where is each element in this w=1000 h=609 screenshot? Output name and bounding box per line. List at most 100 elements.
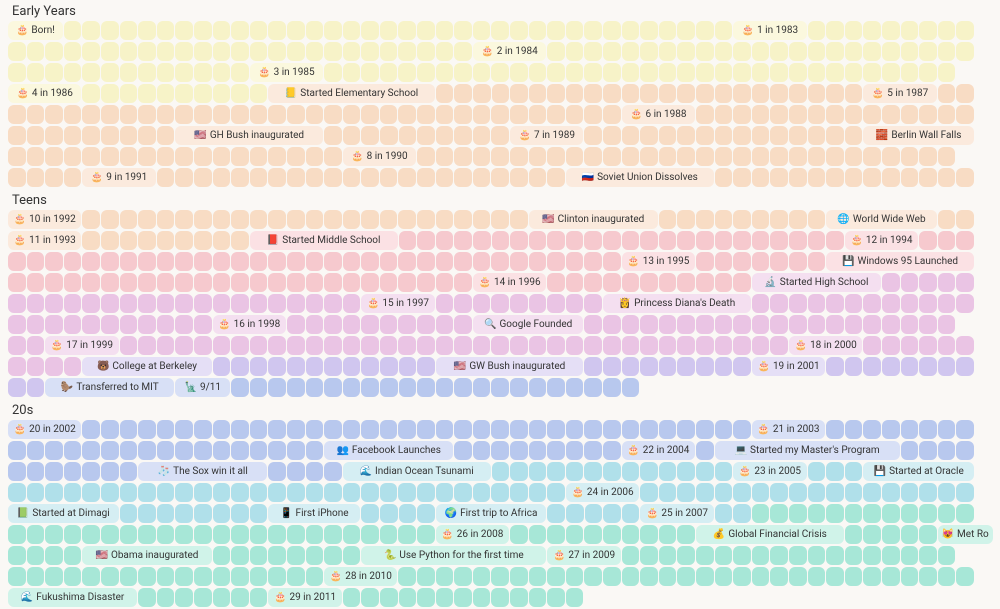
timeline-event[interactable]: 🔍Google Founded bbox=[473, 315, 584, 334]
timeline-event[interactable]: 🧱Berlin Wall Falls bbox=[863, 126, 974, 145]
week-cell bbox=[175, 231, 193, 250]
timeline-event[interactable]: 🎂22 in 2004 bbox=[622, 441, 695, 460]
week-cell bbox=[417, 588, 435, 607]
timeline-event[interactable]: 🎂8 in 1990 bbox=[343, 147, 416, 166]
week-cell bbox=[213, 588, 231, 607]
timeline-event[interactable]: 🎂26 in 2008 bbox=[436, 525, 509, 544]
week-cell bbox=[770, 63, 788, 82]
timeline-event[interactable]: 🗽9/11 bbox=[175, 378, 230, 397]
timeline-event[interactable]: 🎂16 in 1998 bbox=[213, 315, 286, 334]
timeline-event[interactable]: 🎂3 in 1985 bbox=[250, 63, 323, 82]
timeline-event[interactable]: 🎂10 in 1992 bbox=[8, 210, 81, 229]
timeline-event[interactable]: 🎂21 in 2003 bbox=[752, 420, 825, 439]
week-cell bbox=[101, 147, 119, 166]
timeline-event[interactable]: 🌊Indian Ocean Tsunami bbox=[343, 462, 491, 481]
timeline-event[interactable]: 📗Started at Dimagi bbox=[8, 504, 119, 523]
week-cell bbox=[380, 126, 398, 145]
timeline-event[interactable]: 🌐World Wide Web bbox=[826, 210, 937, 229]
timeline-event[interactable]: 🌊Fukushima Disaster bbox=[8, 588, 137, 607]
timeline-event[interactable]: 📒Started Elementary School bbox=[268, 84, 434, 103]
week-cell bbox=[808, 63, 826, 82]
week-cell bbox=[845, 294, 863, 313]
timeline-event[interactable]: 🎂27 in 2009 bbox=[547, 546, 620, 565]
week-cell bbox=[194, 273, 212, 292]
timeline-event[interactable]: 🇷🇺Soviet Union Dissolves bbox=[566, 168, 714, 187]
timeline-event[interactable]: 🎂9 in 1991 bbox=[82, 168, 155, 187]
week-cell bbox=[603, 105, 621, 124]
event-icon: 🎂 bbox=[519, 130, 531, 141]
timeline-event[interactable]: 🦫Transferred to MIT bbox=[45, 378, 174, 397]
week-cell bbox=[399, 378, 417, 397]
week-cell bbox=[138, 525, 156, 544]
timeline-event[interactable]: 🇺🇸GH Bush inaugurated bbox=[175, 126, 323, 145]
event-label: Started Middle School bbox=[282, 235, 380, 246]
timeline-event[interactable]: 📱First iPhone bbox=[268, 504, 360, 523]
timeline-event[interactable]: 🎂Born! bbox=[8, 21, 63, 40]
timeline-event[interactable]: 🎂24 in 2006 bbox=[566, 483, 639, 502]
timeline-event[interactable]: 🎂6 in 1988 bbox=[622, 105, 695, 124]
timeline-row: 🧦The Sox win it all 🌊Indian Ocean Tsunami… bbox=[0, 462, 1000, 482]
week-cell bbox=[863, 420, 881, 439]
timeline-event[interactable]: 🔬Started High School bbox=[752, 273, 881, 292]
week-cell bbox=[733, 231, 751, 250]
timeline-event[interactable]: 🎂29 in 2011 bbox=[268, 588, 341, 607]
timeline-event[interactable]: 👸Princess Diana's Death bbox=[603, 294, 751, 313]
week-cell bbox=[919, 63, 937, 82]
timeline-event[interactable]: 🎂5 in 1987 bbox=[863, 84, 936, 103]
week-cell bbox=[733, 63, 751, 82]
timeline-event[interactable]: 😻Met Ro bbox=[938, 525, 993, 544]
timeline-event[interactable]: 🇺🇸Clinton inaugurated bbox=[529, 210, 658, 229]
timeline-event[interactable]: 💻Started my Master's Program bbox=[715, 441, 900, 460]
week-cell bbox=[863, 147, 881, 166]
timeline-event[interactable]: 🎂7 in 1989 bbox=[510, 126, 583, 145]
week-cell bbox=[27, 483, 45, 502]
timeline-event[interactable]: 🎂14 in 1996 bbox=[473, 273, 546, 292]
timeline-event[interactable]: 🐻College at Berkeley bbox=[82, 357, 211, 376]
week-cell bbox=[882, 315, 900, 334]
week-cell bbox=[901, 336, 919, 355]
timeline-event[interactable]: 🎂28 in 2010 bbox=[324, 567, 397, 586]
timeline-event[interactable]: 🎂12 in 1994 bbox=[845, 231, 918, 250]
week-cell bbox=[473, 231, 491, 250]
week-cell bbox=[380, 336, 398, 355]
timeline-event[interactable]: 🇺🇸GW Bush inaugurated bbox=[436, 357, 584, 376]
event-label: 3 in 1985 bbox=[274, 67, 315, 78]
week-cell bbox=[808, 84, 826, 103]
week-cell bbox=[845, 42, 863, 61]
timeline-event[interactable]: 👥Facebook Launches bbox=[324, 441, 453, 460]
week-cell bbox=[584, 294, 602, 313]
timeline-event[interactable]: 💰Global Financial Crisis bbox=[696, 525, 844, 544]
timeline-event[interactable]: 🧦The Sox win it all bbox=[138, 462, 267, 481]
timeline-event[interactable]: 🎂17 in 1999 bbox=[45, 336, 118, 355]
timeline-event[interactable]: 🇺🇸Obama inaugurated bbox=[82, 546, 211, 565]
week-cell bbox=[250, 588, 268, 607]
timeline-event[interactable]: 🎂25 in 2007 bbox=[640, 504, 713, 523]
week-cell bbox=[659, 336, 677, 355]
timeline-event[interactable]: 💾Windows 95 Launched bbox=[826, 252, 974, 271]
week-cell bbox=[8, 168, 26, 187]
timeline-event[interactable]: 🎂1 in 1983 bbox=[733, 21, 806, 40]
timeline-event[interactable]: 🎂11 in 1993 bbox=[8, 231, 81, 250]
event-icon: 📱 bbox=[280, 508, 292, 519]
timeline-event[interactable]: 🎂15 in 1997 bbox=[361, 294, 434, 313]
week-cell bbox=[938, 420, 956, 439]
timeline-event[interactable]: 📕Started Middle School bbox=[250, 231, 398, 250]
week-cell bbox=[696, 420, 714, 439]
timeline-event[interactable]: 🎂19 in 2001 bbox=[752, 357, 825, 376]
timeline-event[interactable]: 🎂2 in 1984 bbox=[473, 42, 546, 61]
timeline-event[interactable]: 🌍First trip to Africa bbox=[436, 504, 547, 523]
week-cell bbox=[603, 231, 621, 250]
week-cell bbox=[120, 567, 138, 586]
event-label: 28 in 2010 bbox=[345, 571, 392, 582]
timeline-event[interactable]: 🎂23 in 2005 bbox=[733, 462, 806, 481]
week-cell bbox=[287, 462, 305, 481]
week-cell bbox=[938, 546, 956, 565]
timeline-event[interactable]: 🎂20 in 2002 bbox=[8, 420, 81, 439]
timeline-event[interactable]: 💾Started at Oracle bbox=[863, 462, 974, 481]
timeline-event[interactable]: 🎂13 in 1995 bbox=[622, 252, 695, 271]
timeline-event[interactable]: 🎂18 in 2000 bbox=[789, 336, 862, 355]
week-cell bbox=[231, 63, 249, 82]
week-cell bbox=[194, 84, 212, 103]
timeline-event[interactable]: 🎂4 in 1986 bbox=[8, 84, 81, 103]
timeline-event[interactable]: 🐍Use Python for the first time bbox=[361, 546, 546, 565]
